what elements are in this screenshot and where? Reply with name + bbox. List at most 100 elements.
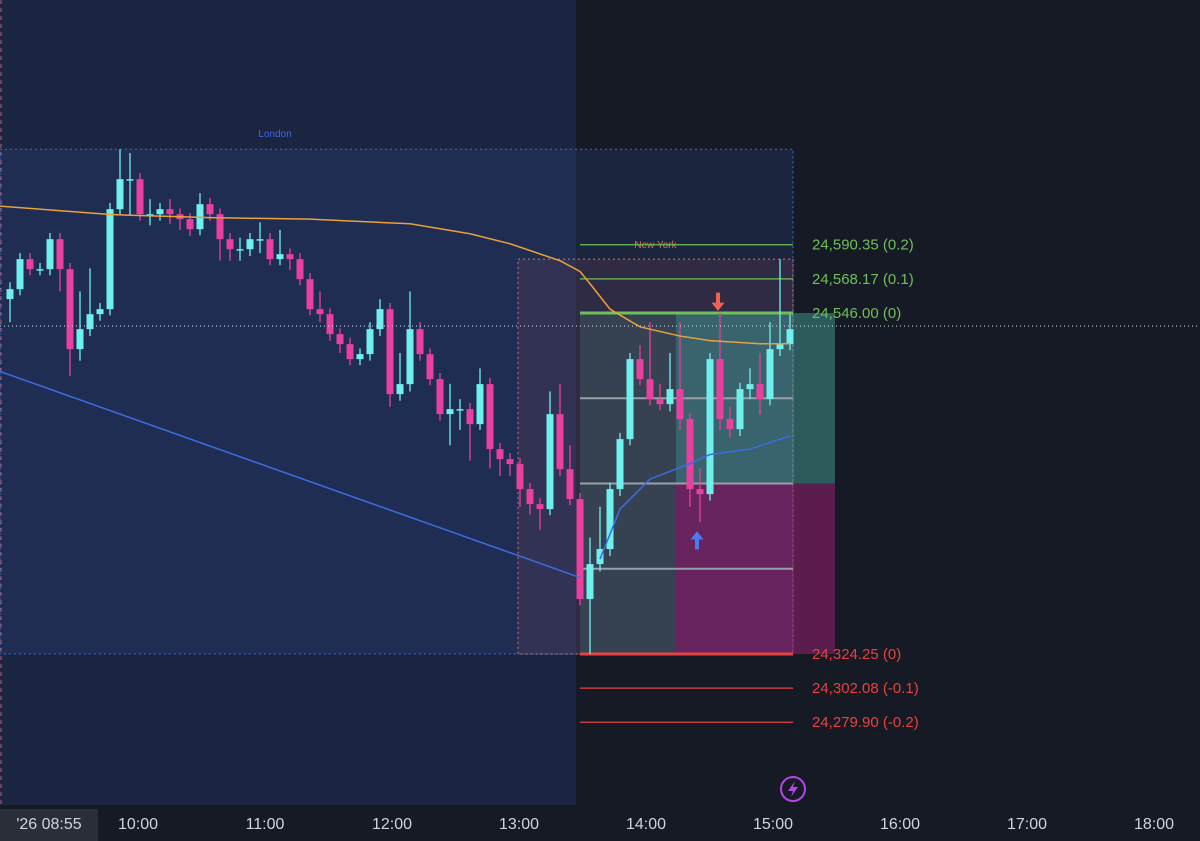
candle-body [16,259,24,290]
candle-body [226,239,234,250]
candle-body [266,239,274,260]
candle-body [166,209,174,215]
time-label: 15:00 [753,816,793,833]
candle-body [466,409,474,425]
candle-body [766,349,774,400]
candle-body [66,269,74,350]
levels: 24,590.35 (0.2) 24,568.17 (0.1) 24,546.00 … [580,237,919,731]
candle-body [326,314,334,335]
candle-body [596,549,604,565]
candle-body [116,179,124,210]
fib-label: 24,302.08 (-0.1) [812,680,919,697]
candle-body [336,334,344,345]
time-label: 18:00 [1134,816,1174,833]
candle-body [106,209,114,310]
fib-label: 24,590.35 (0.2) [812,237,914,254]
candle-body [276,254,284,260]
candle-body [246,239,254,250]
candle-body [516,464,524,490]
candle-body [546,414,554,510]
candle-body [536,504,544,510]
candle-body [26,259,34,270]
candle-body [426,354,434,380]
candle-body [656,399,664,405]
candle-body [406,329,414,385]
candle-body [486,384,494,450]
candle-body [726,419,734,430]
candle-body [526,489,534,505]
candle-body [6,289,14,300]
candle-body [46,239,54,270]
indicator-lines [0,205,791,579]
candle-body [206,204,214,215]
candle-body [446,409,454,415]
candle-body [756,384,764,400]
candle-body [156,209,164,215]
candle-body [506,459,514,465]
alert-bolt[interactable] [788,781,798,797]
candle-body [216,214,224,240]
cursor-label-bg [0,809,98,841]
candles [6,149,794,655]
candle-body [436,379,444,415]
time-label: 11:00 [246,816,285,833]
candle-body [386,309,394,395]
alert-icon[interactable] [780,776,806,802]
time-axis: '26 08:55 10:00 11:00 12:00 13:00 14:00 15:00… [0,805,1200,841]
cursor-label: '26 08:55 [16,816,81,833]
candle-body [36,269,44,271]
candle-body [346,344,354,360]
candle-body [356,354,364,360]
candle-body [646,379,654,400]
candle-body [696,489,704,495]
candle-body [416,329,424,355]
candle-body [146,214,154,216]
candle-body [186,219,194,230]
fib-label: 24,546.00 (0) [812,305,901,322]
candle-body [706,359,714,495]
candle-body [636,359,644,380]
candle-body [566,469,574,500]
time-label: 13:00 [499,816,539,833]
candle-body [786,329,794,345]
indicator-line [0,370,581,579]
candle-body [76,329,84,350]
candle-body [396,384,404,395]
candle-body [286,254,294,260]
time-label: 10:00 [118,816,158,833]
candle-body [456,409,464,411]
candle-body [626,359,634,440]
fib-label: 24,279.90 (-0.2) [812,714,919,731]
candle-body [136,179,144,215]
time-axis-bg [0,805,1200,841]
candle-body [746,384,754,390]
candle-body [296,259,304,280]
session-label: London [258,129,291,140]
alert-circle[interactable] [780,776,806,802]
candle-body [776,344,784,350]
candle-body [236,249,244,251]
candle-body [686,419,694,490]
candle-body [616,439,624,490]
candle-body [366,329,374,355]
candle-body [496,449,504,460]
candle-body [716,359,724,420]
fib-label: 24,568.17 (0.1) [812,271,914,288]
candle-body [476,384,484,425]
time-label: 14:00 [626,816,666,833]
candle-body [736,389,744,430]
candle-body [376,309,384,330]
candle-body [586,564,594,600]
overlays [0,292,1200,550]
candle-body [56,239,64,270]
candle-body [96,309,104,315]
signal-arrow [711,292,725,311]
time-label: 17:00 [1007,816,1047,833]
candle-body [306,279,314,310]
time-label: 16:00 [880,816,920,833]
candle-body [606,489,614,550]
candle-body [676,389,684,420]
candle-body [556,414,564,470]
